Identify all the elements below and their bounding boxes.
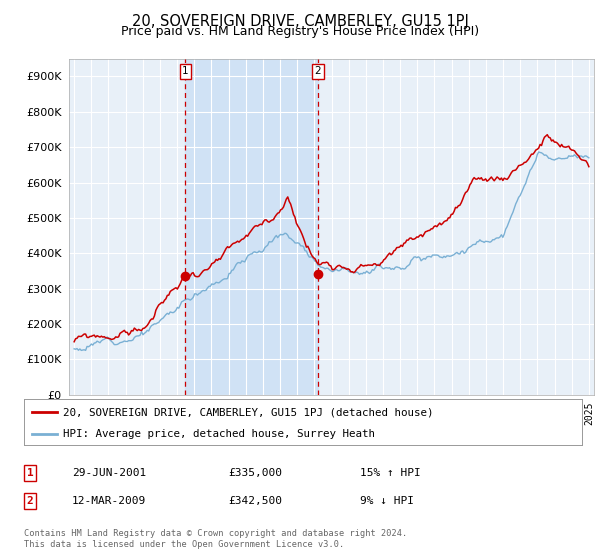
Text: HPI: Average price, detached house, Surrey Heath: HPI: Average price, detached house, Surr… — [63, 429, 375, 438]
Text: £335,000: £335,000 — [228, 468, 282, 478]
Text: Contains HM Land Registry data © Crown copyright and database right 2024.
This d: Contains HM Land Registry data © Crown c… — [24, 529, 407, 549]
Text: Price paid vs. HM Land Registry's House Price Index (HPI): Price paid vs. HM Land Registry's House … — [121, 25, 479, 38]
Text: 29-JUN-2001: 29-JUN-2001 — [72, 468, 146, 478]
Text: £342,500: £342,500 — [228, 496, 282, 506]
Text: 20, SOVEREIGN DRIVE, CAMBERLEY, GU15 1PJ: 20, SOVEREIGN DRIVE, CAMBERLEY, GU15 1PJ — [131, 14, 469, 29]
Text: 20, SOVEREIGN DRIVE, CAMBERLEY, GU15 1PJ (detached house): 20, SOVEREIGN DRIVE, CAMBERLEY, GU15 1PJ… — [63, 407, 434, 417]
Text: 12-MAR-2009: 12-MAR-2009 — [72, 496, 146, 506]
Bar — [185, 59, 317, 395]
Text: 2: 2 — [314, 66, 321, 76]
Text: 1: 1 — [182, 66, 189, 76]
Text: 1: 1 — [26, 468, 34, 478]
Text: 9% ↓ HPI: 9% ↓ HPI — [360, 496, 414, 506]
Text: 2: 2 — [26, 496, 34, 506]
Text: 15% ↑ HPI: 15% ↑ HPI — [360, 468, 421, 478]
